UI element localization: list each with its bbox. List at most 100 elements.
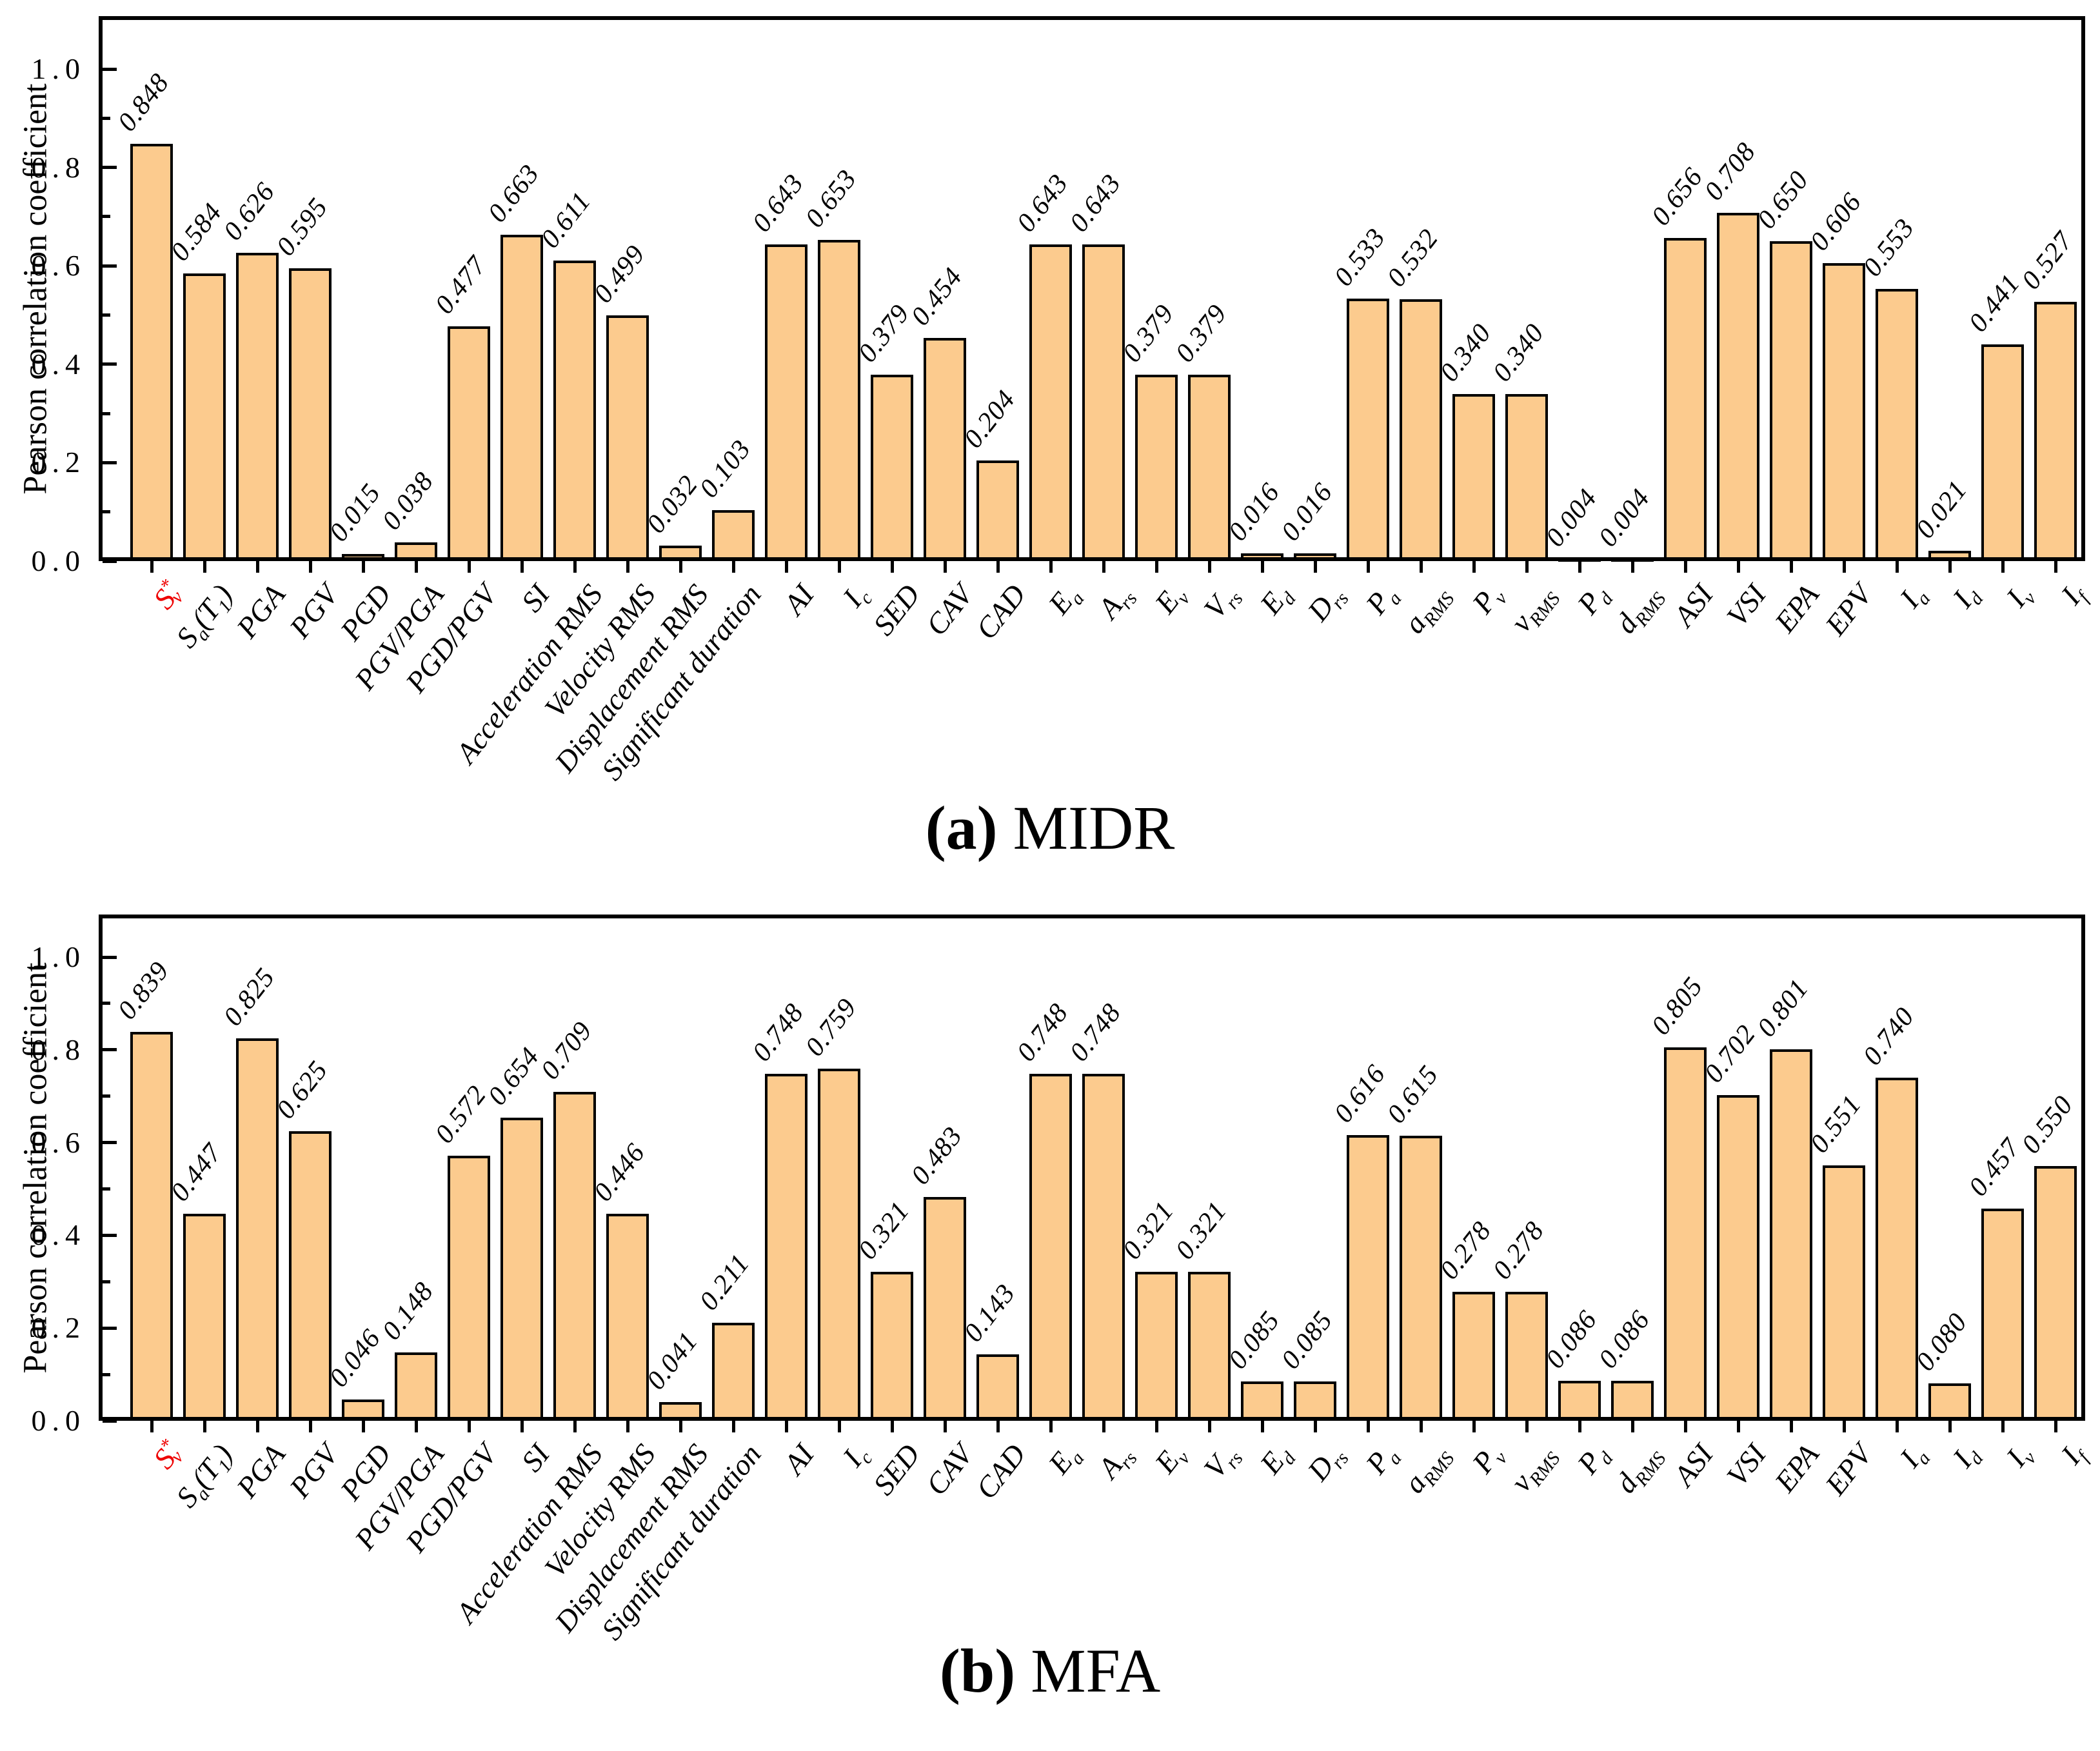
value-label-b-sa-t1: 0.447 [164,1138,228,1207]
bar-a-vrs [1188,375,1231,561]
x-tick-a-epv [1842,561,1846,573]
value-label-b-if: 0.550 [2016,1090,2079,1160]
bar-a-significant-duration [712,510,755,561]
x-tick-a-drms [1630,561,1634,573]
x-tick-label-a-pgv: PGV [282,578,344,644]
x-tick-label-a-vrms: vRMS [1503,588,1565,638]
y-major-tick-a [103,559,117,563]
bar-a-asi [1664,238,1707,561]
y-major-tick-a [103,264,117,268]
bar-a-ic [818,240,860,561]
bar-a-pga [236,253,279,561]
x-tick-label-b-ia: Ia [1893,1445,1935,1474]
bar-b-sed [871,1272,913,1421]
value-label-a-vsi: 0.708 [1698,137,1762,206]
y-major-tick-a [103,67,117,71]
bar-b-pv [1452,1292,1495,1421]
x-tick-label-b-iv: Iv [1999,1444,2041,1473]
value-label-a-if: 0.527 [2016,226,2079,295]
x-tick-b-pgd [361,1421,365,1432]
bar-a-arms [1400,299,1442,561]
x-tick-label-b-ea: Ea [1042,1445,1089,1480]
y-tick-label-b: 0.4 [31,1218,86,1252]
x-tick-b-if [2054,1421,2057,1432]
x-tick-label-a-arms: aRMS [1397,588,1459,640]
x-tick-label-b-cav: CAV [919,1438,979,1501]
y-major-tick-b [103,1048,117,1052]
x-tick-label-b-cad: CAD [969,1438,1032,1505]
y-tick-label-a: 0.4 [31,347,86,381]
value-label-a-epv: 0.606 [1804,187,1868,257]
x-tick-a-vsi [1736,561,1740,573]
y-tick-label-a: 0.8 [31,150,86,184]
y-minor-tick-b [103,1187,110,1191]
x-tick-label-a-ars: Ars [1091,588,1142,625]
x-tick-b-displacement-rms [679,1421,682,1432]
x-tick-label-a-s-v: S*v [146,575,188,615]
bar-a-drs [1294,553,1336,561]
value-label-a-si: 0.663 [482,159,546,228]
bar-a-epa [1770,241,1812,561]
bar-b-iv [1981,1209,2024,1421]
value-label-a-ev: 0.379 [1116,299,1180,368]
x-tick-b-pd [1578,1421,1581,1432]
x-tick-b-ic [837,1421,841,1432]
value-label-b-pgv: 0.625 [270,1055,334,1125]
bar-b-vrms [1505,1292,1548,1421]
x-tick-label-b-asi: ASI [1667,1438,1719,1492]
x-tick-b-ea [1049,1421,1053,1432]
bar-b-ars [1082,1074,1125,1421]
x-tick-a-ic [837,561,841,573]
value-label-b-ia: 0.740 [1857,1002,1921,1071]
x-tick-b-drms [1630,1421,1634,1432]
bar-b-ev [1135,1272,1178,1421]
y-tick-label-a: 1.0 [31,52,86,85]
x-tick-b-epa [1789,1421,1793,1432]
value-label-a-asi: 0.656 [1645,162,1709,232]
x-tick-label-a-pa: Pa [1359,586,1406,620]
value-label-b-ed: 0.085 [1222,1305,1286,1375]
y-tick-label-a: 0.6 [31,249,86,282]
value-label-a-pa: 0.533 [1328,223,1392,292]
x-tick-label-a-ic: Ic [836,584,877,613]
bar-b-pgd-pgv [448,1156,490,1421]
bar-b-velocity-rms [606,1214,649,1421]
bar-b-pgv-pga [395,1352,437,1421]
value-label-b-id: 0.080 [1910,1307,1974,1377]
x-tick-b-pa [1366,1421,1370,1432]
bar-a-pv [1452,394,1495,561]
value-label-a-pd: 0.004 [1540,483,1603,553]
x-tick-label-a-si: SI [515,578,556,618]
value-label-b-ars: 0.748 [1064,998,1127,1067]
value-label-b-pgv-pga: 0.148 [376,1276,440,1346]
bar-b-cad [976,1354,1019,1421]
x-tick-b-pv [1472,1421,1476,1432]
x-tick-label-b-epa: EPA [1768,1438,1825,1498]
x-tick-a-vrms [1525,561,1529,573]
x-tick-b-pgv-pga [414,1421,418,1432]
y-tick-label-a: 0.2 [31,446,86,479]
x-tick-a-acceleration-rms [573,561,577,573]
x-tick-label-a-ai: AI [777,578,820,621]
y-major-tick-a [103,460,117,464]
x-tick-label-a-ed: Ed [1253,586,1300,620]
value-label-b-drs: 0.085 [1275,1305,1339,1375]
bar-b-displacement-rms [659,1402,702,1421]
x-tick-label-a-epa: EPA [1768,578,1825,638]
x-tick-label-a-pd: Pd [1570,586,1618,620]
value-label-b-displacement-rms: 0.041 [640,1326,704,1396]
x-tick-a-sed [890,561,894,573]
x-tick-b-arms [1419,1421,1423,1432]
value-label-a-significant-duration: 0.103 [693,434,757,504]
value-label-a-epa: 0.650 [1751,165,1815,235]
bar-b-drs [1294,1381,1336,1421]
bar-b-asi [1664,1047,1707,1421]
bar-a-iv [1981,344,2024,561]
value-label-b-significant-duration: 0.211 [693,1249,756,1316]
value-label-a-ea: 0.643 [1011,168,1075,238]
value-label-a-cav: 0.454 [905,262,969,331]
bar-a-ars [1082,244,1125,561]
y-minor-tick-a [103,411,110,415]
x-tick-b-ars [1102,1421,1105,1432]
value-label-b-vsi: 0.702 [1698,1019,1762,1089]
